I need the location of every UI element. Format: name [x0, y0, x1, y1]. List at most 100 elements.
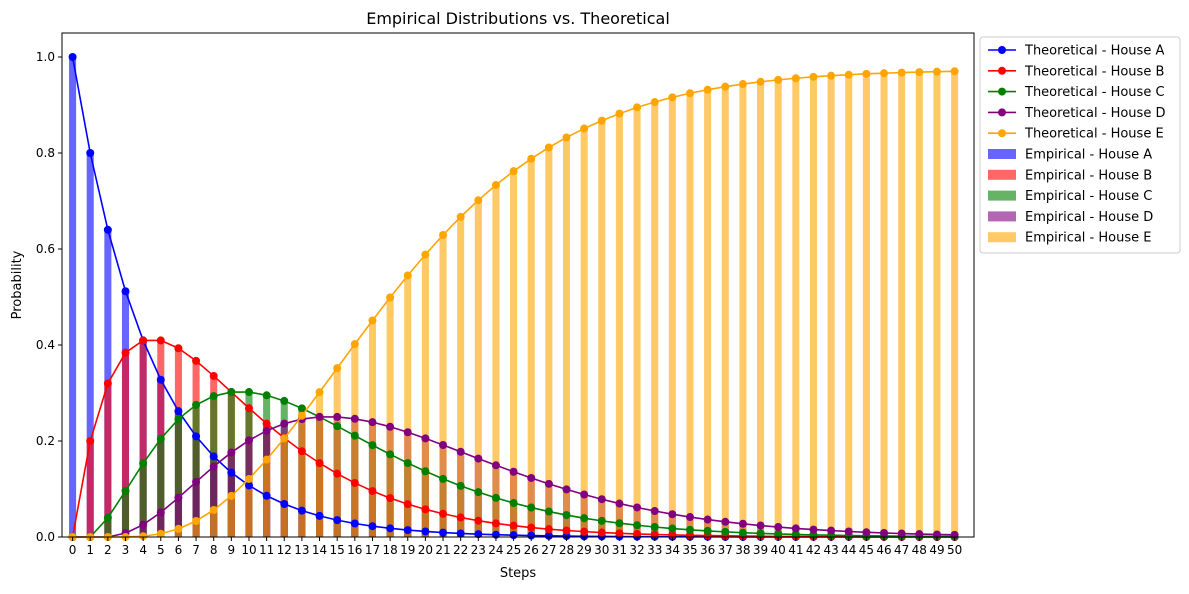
point-house-b-30 — [598, 529, 606, 537]
point-house-e-26 — [527, 155, 535, 163]
point-house-a-16 — [351, 519, 359, 527]
y-tick-label-0: 0.0 — [36, 530, 55, 544]
x-tick-label-45: 45 — [859, 543, 874, 557]
point-house-d-12 — [280, 420, 288, 428]
point-house-c-25 — [510, 499, 518, 507]
point-house-c-8 — [210, 392, 218, 400]
legend-swatch-empirical-c — [988, 191, 1016, 201]
point-house-c-5 — [157, 435, 165, 443]
point-house-e-37 — [721, 83, 729, 91]
point-house-b-15 — [333, 470, 341, 478]
point-house-d-9 — [227, 448, 235, 456]
point-house-c-31 — [615, 519, 623, 527]
legend: Theoretical - House A Theoretical - House… — [980, 37, 1180, 253]
y-tick-label-3: 0.6 — [36, 242, 55, 256]
point-house-b-28 — [563, 527, 571, 535]
x-tick-label-26: 26 — [524, 543, 539, 557]
point-house-b-14 — [316, 459, 324, 467]
point-house-d-23 — [474, 455, 482, 463]
x-tick-label-38: 38 — [735, 543, 750, 557]
x-tick-label-31: 31 — [612, 543, 627, 557]
x-tick-label-30: 30 — [594, 543, 609, 557]
point-house-c-39 — [757, 529, 765, 537]
x-tick-label-32: 32 — [629, 543, 644, 557]
bar-house-e-13 — [298, 416, 305, 537]
point-house-e-14 — [316, 388, 324, 396]
x-tick-label-6: 6 — [175, 543, 183, 557]
legend-marker-theoretical-c — [998, 88, 1006, 96]
point-house-c-2 — [104, 514, 112, 522]
point-house-c-26 — [527, 504, 535, 512]
point-house-e-28 — [563, 133, 571, 141]
legend-label-empirical-e: Empirical - House E — [1025, 231, 1151, 246]
point-house-d-38 — [739, 520, 747, 528]
point-house-e-8 — [210, 506, 218, 514]
legend-label-theoretical-c: Theoretical - House C — [1024, 85, 1165, 100]
bar-house-e-40 — [775, 80, 782, 537]
point-house-a-13 — [298, 507, 306, 515]
point-house-c-24 — [492, 494, 500, 502]
point-house-d-29 — [580, 490, 588, 498]
bar-layer — [69, 57, 958, 537]
x-tick-label-28: 28 — [559, 543, 574, 557]
bar-house-e-38 — [739, 84, 746, 537]
legend-marker-theoretical-d — [998, 108, 1006, 116]
point-house-d-17 — [368, 418, 376, 426]
legend-swatch-empirical-b — [988, 170, 1016, 180]
point-house-a-3 — [122, 287, 130, 295]
point-house-a-20 — [421, 527, 429, 535]
y-tick-label-5: 1.0 — [36, 50, 55, 64]
x-axis-label: Steps — [500, 566, 537, 581]
point-house-e-18 — [386, 293, 394, 301]
point-house-c-10 — [245, 388, 253, 396]
point-house-e-41 — [792, 74, 800, 82]
bar-house-e-17 — [369, 320, 376, 537]
point-house-c-7 — [192, 401, 200, 409]
point-house-e-31 — [615, 110, 623, 118]
chart-title: Empirical Distributions vs. Theoretical — [366, 9, 670, 28]
point-house-b-19 — [404, 500, 412, 508]
point-house-d-47 — [898, 530, 906, 538]
bar-house-e-41 — [792, 78, 799, 537]
point-house-c-20 — [421, 467, 429, 475]
point-house-e-12 — [280, 434, 288, 442]
x-tick-label-11: 11 — [259, 543, 274, 557]
x-tick-label-33: 33 — [647, 543, 662, 557]
point-house-d-37 — [721, 518, 729, 526]
x-tick-label-39: 39 — [753, 543, 768, 557]
point-house-e-27 — [545, 143, 553, 151]
x-tick-label-8: 8 — [210, 543, 218, 557]
point-house-d-16 — [351, 415, 359, 423]
point-house-e-11 — [263, 456, 271, 464]
point-house-e-49 — [933, 68, 941, 76]
point-house-a-12 — [280, 500, 288, 508]
x-tick-label-22: 22 — [453, 543, 468, 557]
point-house-c-9 — [227, 388, 235, 396]
point-house-a-18 — [386, 524, 394, 532]
point-house-e-24 — [492, 181, 500, 189]
x-tick-label-16: 16 — [347, 543, 362, 557]
point-house-e-7 — [192, 517, 200, 525]
x-tick-label-49: 49 — [929, 543, 944, 557]
point-house-c-37 — [721, 528, 729, 536]
x-tick-label-10: 10 — [241, 543, 256, 557]
point-house-a-5 — [157, 376, 165, 384]
point-house-c-22 — [457, 482, 465, 490]
point-house-d-18 — [386, 423, 394, 431]
point-house-e-30 — [598, 117, 606, 125]
point-house-d-15 — [333, 413, 341, 421]
point-house-b-7 — [192, 357, 200, 365]
point-house-a-14 — [316, 512, 324, 520]
bar-house-e-46 — [881, 73, 888, 537]
point-house-e-21 — [439, 231, 447, 239]
bar-house-e-28 — [563, 137, 570, 537]
bar-house-e-36 — [704, 90, 711, 537]
point-house-d-41 — [792, 524, 800, 532]
point-house-e-34 — [668, 93, 676, 101]
point-house-b-18 — [386, 494, 394, 502]
legend-label-theoretical-a: Theoretical - House A — [1024, 44, 1164, 59]
point-house-e-15 — [333, 364, 341, 372]
point-house-b-3 — [122, 349, 130, 357]
point-house-d-4 — [139, 521, 147, 529]
